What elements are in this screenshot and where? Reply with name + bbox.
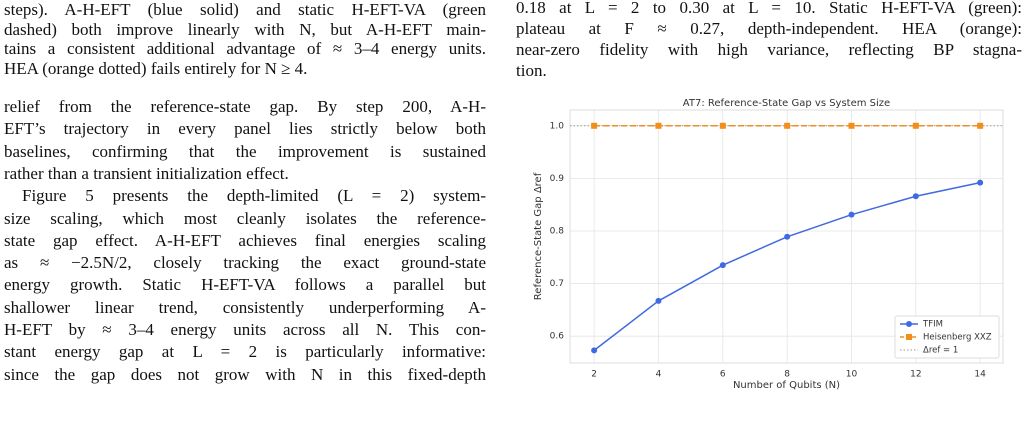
- marker: [977, 122, 984, 129]
- text-line: baselines, confirming that the improveme…: [4, 141, 486, 161]
- y-tick-label: 0.9: [550, 174, 565, 184]
- marker: [912, 122, 919, 129]
- chart-title: AT7: Reference-State Gap vs System Size: [683, 98, 890, 109]
- marker: [719, 122, 726, 129]
- marker: [912, 193, 919, 200]
- x-tick-label: 14: [974, 370, 986, 380]
- y-tick-label: 0.7: [550, 279, 564, 289]
- legend-label: TFIM: [922, 320, 943, 330]
- marker: [655, 297, 662, 304]
- text-line: tains a consistent additional advantage …: [4, 39, 486, 59]
- text-line: EFT’s trajectory in every panel lies str…: [4, 119, 486, 139]
- legend-label: Heisenberg XXZ: [923, 333, 992, 343]
- text-line: relief from the reference-state gap. By …: [4, 97, 486, 116]
- x-tick-label: 8: [784, 370, 790, 380]
- marker: [591, 122, 598, 129]
- x-tick-label: 4: [656, 370, 662, 380]
- text-line: state gap effect. A-H-EFT achieves final…: [4, 230, 486, 250]
- text-line: plateau at F ≈ 0.27, depth-independent. …: [516, 19, 1022, 38]
- marker: [784, 122, 791, 129]
- text-line: stant energy gap at L = 2 is particularl…: [4, 342, 486, 362]
- text-line: near-zero fidelity with high variance, r…: [516, 40, 1022, 59]
- x-tick-label: 6: [720, 370, 726, 380]
- text-line: Figure 5 presents the depth-limited (L =…: [22, 186, 486, 206]
- legend-marker: [906, 321, 912, 327]
- marker: [591, 347, 598, 354]
- legend-box: [894, 315, 1000, 359]
- text-line: H-EFT by ≈ 3–4 energy units across all N…: [4, 320, 486, 339]
- x-tick-label: 10: [846, 370, 858, 380]
- marker: [977, 179, 984, 186]
- y-tick-label: 0.8: [550, 226, 565, 236]
- x-axis-label: Number of Qubits (N): [733, 380, 840, 391]
- marker: [848, 122, 855, 129]
- plot-frame: [569, 109, 1004, 364]
- legend-marker: [906, 334, 912, 340]
- text-line: rather than a transient initialization e…: [4, 163, 289, 183]
- text-line: dashed) both improve linearly with N, bu…: [4, 19, 486, 39]
- text-line: energy growth. Static H-EFT-VA follows a…: [4, 275, 486, 295]
- text-line: HEA (orange dotted) fails entirely for N…: [4, 58, 308, 78]
- y-axis-label: Reference-State Gap Δref: [533, 172, 544, 300]
- x-tick-label: 12: [910, 370, 921, 380]
- legend-label: Δref = 1: [923, 346, 958, 356]
- y-tick-label: 1.0: [550, 121, 565, 131]
- marker: [655, 122, 662, 129]
- marker: [784, 233, 791, 240]
- text-line: size scaling, which most cleanly isolate…: [4, 208, 486, 228]
- text-line: steps). A-H-EFT (blue solid) and static …: [4, 0, 486, 19]
- text-line: 0.18 at L = 2 to 0.30 at L = 10. Static …: [516, 0, 1022, 17]
- marker: [848, 211, 855, 218]
- y-tick-label: 0.6: [550, 332, 565, 342]
- text-line: tion.: [516, 61, 547, 80]
- text-line: since the gap does not grow with N in th…: [4, 364, 486, 384]
- text-line: shallower linear trend, consistently und…: [4, 297, 486, 317]
- text-line: as ≈ −2.5N/2, closely tracking the exact…: [4, 253, 486, 273]
- marker: [719, 262, 726, 269]
- x-tick-label: 2: [591, 370, 597, 380]
